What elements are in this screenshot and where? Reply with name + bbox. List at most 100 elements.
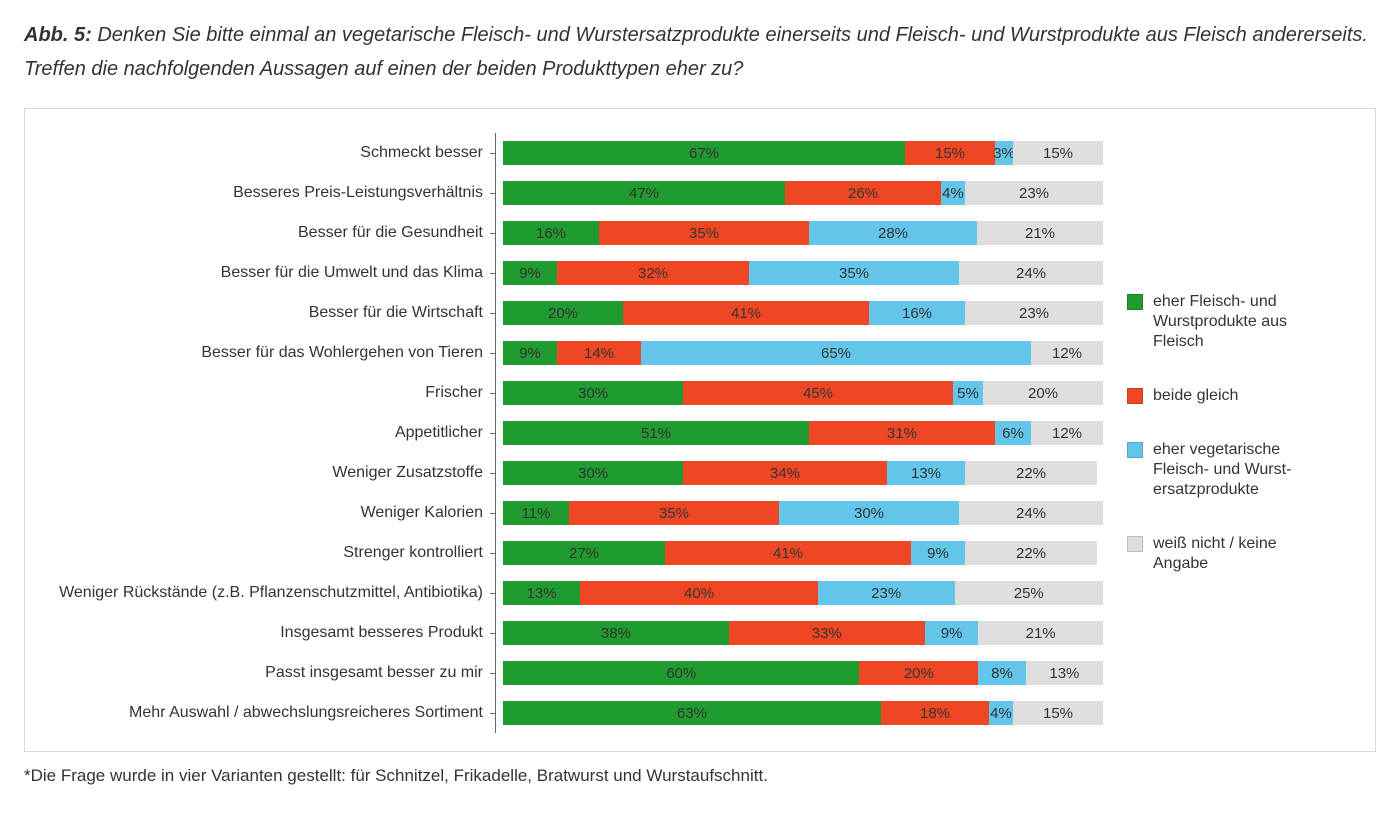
bar-segment: 6% <box>995 421 1031 445</box>
bar-segment: 67% <box>503 141 905 165</box>
chart-row: Weniger Kalorien 11%35%30%24% <box>45 493 1103 533</box>
chart-row: Besser für das Wohlergehen von Tieren 9%1… <box>45 333 1103 373</box>
bar-segment: 9% <box>911 541 965 565</box>
stacked-bar-chart: Schmeckt besser 67%15%3%15% Besseres Preis… <box>45 133 1103 733</box>
bar-segment: 20% <box>983 381 1103 405</box>
chart-row: Schmeckt besser 67%15%3%15% <box>45 133 1103 173</box>
bar-segment: 21% <box>977 221 1103 245</box>
bar-segment: 22% <box>965 461 1097 485</box>
bar-segment: 20% <box>503 301 623 325</box>
legend-item: weiß nicht / keine Angabe <box>1127 534 1333 574</box>
axis-tick <box>495 293 503 333</box>
axis-tick <box>495 173 503 213</box>
axis-tick <box>495 333 503 373</box>
axis-tick <box>495 253 503 293</box>
row-label: Passt insgesamt besser zu mir <box>45 664 495 682</box>
bar-segment: 12% <box>1031 421 1103 445</box>
bar-segment: 22% <box>965 541 1097 565</box>
legend-label: eher Fleisch- und Wurstprodukte aus Flei… <box>1153 292 1333 352</box>
bar-track: 38%33%9%21% <box>503 621 1103 645</box>
bar-segment: 9% <box>503 261 557 285</box>
row-label: Besser für das Wohlergehen von Tieren <box>45 344 495 362</box>
bar-segment: 60% <box>503 661 859 685</box>
bar-segment: 47% <box>503 181 785 205</box>
bar-segment: 4% <box>989 701 1013 725</box>
bar-segment: 33% <box>729 621 925 645</box>
row-label: Besser für die Umwelt und das Klima <box>45 264 495 282</box>
bar-track: 9%32%35%24% <box>503 261 1103 285</box>
bar-segment: 13% <box>503 581 580 605</box>
figure-caption-lead: Abb. 5: <box>24 24 92 46</box>
legend-item: eher vegetarische Fleisch- und Wurst­ers… <box>1127 440 1333 500</box>
bar-track: 47%26%4%23% <box>503 181 1103 205</box>
row-label: Weniger Rückstände (z.B. Pflanzenschutzm… <box>45 584 495 602</box>
chart-row: Strenger kontrolliert27%41%9%22% <box>45 533 1103 573</box>
figure-caption-text: Denken Sie bitte einmal an vegetarische … <box>24 24 1368 80</box>
bar-track: 63%18%4%15% <box>503 701 1103 725</box>
bar-segment: 18% <box>881 701 989 725</box>
bar-segment: 20% <box>859 661 978 685</box>
bar-segment: 28% <box>809 221 977 245</box>
bar-segment: 14% <box>557 341 641 365</box>
bar-segment: 30% <box>503 461 683 485</box>
bar-segment: 3% <box>995 141 1013 165</box>
legend: eher Fleisch- und Wurstprodukte aus Flei… <box>1103 133 1333 733</box>
row-label: Frischer <box>45 384 495 402</box>
chart-row: Besser für die Wirtschaft 20%41%16%23% <box>45 293 1103 333</box>
bar-track: 9%14%65%12% <box>503 341 1103 365</box>
chart-row: Passt insgesamt besser zu mir 60%20%8%13% <box>45 653 1103 693</box>
bar-track: 67%15%3%15% <box>503 141 1103 165</box>
chart-row: Frischer 30%45%5%20% <box>45 373 1103 413</box>
legend-item: beide gleich <box>1127 386 1333 406</box>
chart-row: Besser für die Gesundheit 16%35%28%21% <box>45 213 1103 253</box>
row-label: Schmeckt besser <box>45 144 495 162</box>
bar-segment: 34% <box>683 461 887 485</box>
bar-segment: 16% <box>503 221 599 245</box>
chart-row: Appetitlicher51%31%6%12% <box>45 413 1103 453</box>
axis-tick <box>495 493 503 533</box>
bar-segment: 30% <box>779 501 959 525</box>
bar-segment: 30% <box>503 381 683 405</box>
bar-segment: 40% <box>580 581 818 605</box>
bar-segment: 32% <box>557 261 749 285</box>
row-label: Besser für die Wirtschaft <box>45 304 495 322</box>
row-label: Besser für die Gesundheit <box>45 224 495 242</box>
axis-tick <box>495 133 503 173</box>
figure-footnote: *Die Frage wurde in vier Varianten geste… <box>24 766 1376 786</box>
legend-label: beide gleich <box>1153 386 1238 406</box>
bar-segment: 31% <box>809 421 995 445</box>
bar-segment: 35% <box>599 221 809 245</box>
bar-segment: 23% <box>818 581 955 605</box>
bar-segment: 27% <box>503 541 665 565</box>
axis-tick <box>495 453 503 493</box>
chart-row: Insgesamt besseres Produkt 38%33%9%21% <box>45 613 1103 653</box>
bar-track: 27%41%9%22% <box>503 541 1103 565</box>
bar-segment: 51% <box>503 421 809 445</box>
bar-track: 20%41%16%23% <box>503 301 1103 325</box>
legend-swatch <box>1127 442 1143 458</box>
bar-segment: 5% <box>953 381 983 405</box>
chart-row: Weniger Zusatzstoffe30%34%13%22% <box>45 453 1103 493</box>
axis-tick <box>495 533 503 573</box>
axis-tick <box>495 693 503 733</box>
bar-segment: 63% <box>503 701 881 725</box>
bar-segment: 8% <box>978 661 1026 685</box>
chart-row: Weniger Rückstände (z.B. Pflanzenschutzm… <box>45 573 1103 613</box>
bar-segment: 65% <box>641 341 1031 365</box>
chart-row: Besseres Preis-Leistungsverhältnis47%26%… <box>45 173 1103 213</box>
bar-track: 30%45%5%20% <box>503 381 1103 405</box>
bar-track: 11%35%30%24% <box>503 501 1103 525</box>
bar-track: 60%20%8%13% <box>503 661 1103 685</box>
bar-segment: 13% <box>1026 661 1103 685</box>
bar-segment: 38% <box>503 621 729 645</box>
bar-segment: 15% <box>905 141 995 165</box>
axis-tick <box>495 613 503 653</box>
axis-tick <box>495 373 503 413</box>
legend-swatch <box>1127 388 1143 404</box>
row-label: Insgesamt besseres Produkt <box>45 624 495 642</box>
bar-segment: 4% <box>941 181 965 205</box>
bar-segment: 26% <box>785 181 941 205</box>
chart-row: Mehr Auswahl / abwechslungsreicheres Sor… <box>45 693 1103 733</box>
axis-tick <box>495 653 503 693</box>
row-label: Weniger Kalorien <box>45 504 495 522</box>
